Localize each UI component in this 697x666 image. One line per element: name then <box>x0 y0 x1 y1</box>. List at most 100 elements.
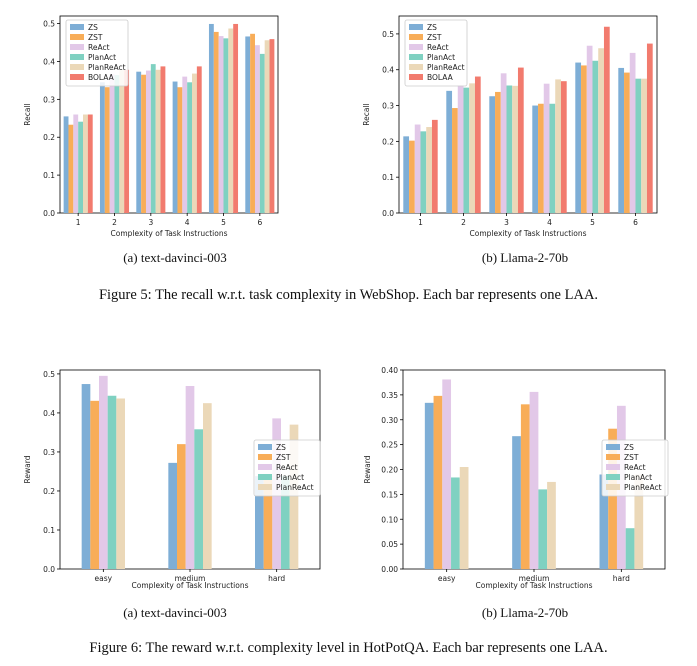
bar-planact-hard <box>625 528 635 569</box>
bar-zs-medium <box>168 462 177 569</box>
legend-label: ZST <box>276 453 291 462</box>
bar-planreact-4 <box>555 79 561 213</box>
bar-zst-5 <box>213 31 219 213</box>
bar-bolaa-6 <box>269 39 275 213</box>
bar-react-6 <box>629 52 636 213</box>
x-axis-label: Complexity of Task Instructions <box>476 581 593 590</box>
x-tick-label: 3 <box>148 218 153 227</box>
bar-planact-5 <box>592 60 599 213</box>
bar-zst-1 <box>68 124 74 213</box>
bar-react-easy <box>442 379 452 569</box>
legend-swatch <box>606 484 620 490</box>
y-axis-label: Recall <box>23 103 32 125</box>
bar-react-5 <box>586 45 593 213</box>
y-tick-label: 0.00 <box>381 565 398 574</box>
bar-planact-6 <box>259 53 265 214</box>
y-tick-label: 0.1 <box>43 526 55 535</box>
bar-zs-1 <box>63 116 69 213</box>
subcaption-fig5-b: (b) Llama-2-70b <box>481 250 569 265</box>
bar-planact-3 <box>150 64 156 213</box>
y-tick-label: 0.2 <box>43 133 55 142</box>
legend-label: PlanAct <box>624 473 652 482</box>
bar-bolaa-4 <box>560 81 567 214</box>
legend-label: ZST <box>88 33 103 42</box>
bar-zs-easy <box>81 384 91 569</box>
x-tick-label: 1 <box>76 218 81 227</box>
legend-swatch <box>606 444 620 450</box>
x-tick-label: hard <box>613 574 630 583</box>
x-tick-label: easy <box>95 574 113 583</box>
x-tick-label: medium <box>175 574 206 583</box>
bar-planact-3 <box>506 85 513 213</box>
legend-label: ZS <box>88 23 98 32</box>
legend-swatch <box>70 54 84 60</box>
bar-planreact-easy <box>116 398 125 569</box>
bar-react-1 <box>414 124 421 213</box>
legend-label: ReAct <box>276 463 298 472</box>
bar-zs-6 <box>245 36 251 213</box>
legend-swatch <box>409 24 423 30</box>
y-tick-label: 0.15 <box>381 490 398 499</box>
legend-label: PlanReAct <box>88 63 126 72</box>
bar-react-2 <box>457 85 464 213</box>
figure6-caption: Figure 6: The reward w.r.t. complexity l… <box>89 640 608 656</box>
x-tick-label: 2 <box>112 218 117 227</box>
legend-label: BOLAA <box>88 73 115 82</box>
legend-swatch <box>70 34 84 40</box>
legend-swatch <box>258 444 272 450</box>
bar-planreact-6 <box>264 40 270 213</box>
bar-planreact-3 <box>155 69 161 213</box>
x-tick-label: 6 <box>257 218 262 227</box>
x-tick-label: 5 <box>221 218 226 227</box>
y-tick-label: 0.4 <box>43 409 55 418</box>
bar-planreact-3 <box>512 85 518 213</box>
bar-bolaa-3 <box>160 66 166 213</box>
bar-planreact-medium <box>203 403 212 569</box>
bar-zs-4 <box>172 81 178 214</box>
legend-swatch <box>409 54 423 60</box>
bar-zs-5 <box>208 23 214 214</box>
bar-planact-1 <box>420 131 427 213</box>
bar-bolaa-1 <box>87 114 93 213</box>
bar-zst-4 <box>538 103 544 213</box>
bar-planact-1 <box>78 121 84 213</box>
y-tick-label: 0.3 <box>382 102 394 111</box>
bar-zs-6 <box>618 67 625 213</box>
y-tick-label: 0.5 <box>43 370 55 379</box>
y-axis-label: Reward <box>23 455 32 483</box>
bar-planact-2 <box>463 87 470 213</box>
legend-label: PlanAct <box>276 473 304 482</box>
x-axis-label: Complexity of Task Instructions <box>132 581 249 590</box>
legend-swatch <box>606 474 620 480</box>
legend-swatch <box>409 44 423 50</box>
y-tick-label: 0.1 <box>43 171 55 180</box>
chart-reward-llama: 0.00 0.05 0.10 0.15 0.20 0.25 0.30 0.35 0.40 easy… <box>363 366 669 590</box>
bar-planreact-medium <box>547 481 556 569</box>
bar-bolaa-2 <box>474 76 481 213</box>
x-tick-label: hard <box>268 574 285 583</box>
plot-frame <box>398 15 658 214</box>
x-tick-label: 5 <box>590 218 595 227</box>
bar-zs-easy <box>424 402 434 569</box>
legend-swatch <box>258 464 272 470</box>
bar-planreact-hard <box>289 424 299 569</box>
y-axis-label: Recall <box>362 103 371 125</box>
subcaption-fig6-b: (b) Llama-2-70b <box>481 605 569 620</box>
bar-zst-6 <box>250 33 255 213</box>
legend-label: ZS <box>427 23 437 32</box>
bar-zst-3 <box>495 91 501 213</box>
bar-planact-medium <box>538 489 548 569</box>
x-tick-label: 2 <box>461 218 466 227</box>
legend-label: BOLAA <box>427 73 454 82</box>
bar-planreact-2 <box>469 83 475 213</box>
x-tick-label: 4 <box>185 218 190 227</box>
bar-planreact-hard <box>634 474 644 569</box>
bar-zs-2 <box>446 90 453 213</box>
bar-zs-hard <box>255 476 264 569</box>
chart-reward-davinci: 0.0 0.1 0.2 0.3 0.4 0.5 easy medium hard Complexi… <box>23 369 321 590</box>
chart-recall-llama: 0.0 0.1 0.2 0.3 0.4 0.5 1 2 3 4 5 6 Complexity of Ta… <box>362 15 658 238</box>
y-tick-label: 0.4 <box>43 57 55 66</box>
bar-react-easy <box>99 375 108 569</box>
bar-zs-3 <box>136 71 142 213</box>
legend-swatch <box>258 474 272 480</box>
